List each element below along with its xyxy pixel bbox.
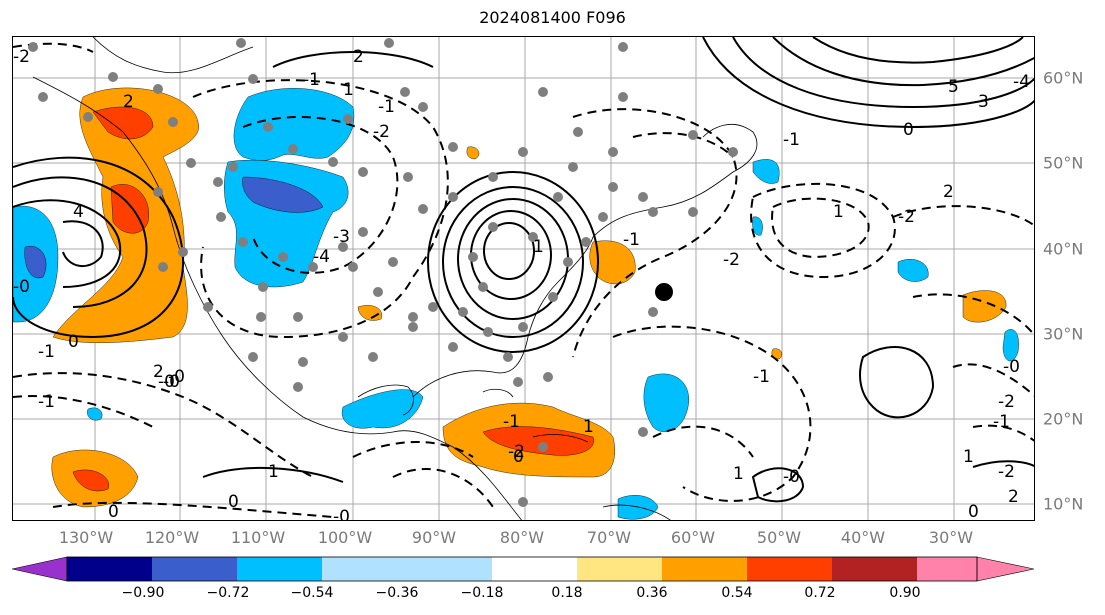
contour-label: 4 [73, 202, 84, 222]
lon-label: 30°W [928, 528, 974, 547]
contour-label: -2 [998, 392, 1015, 412]
contour-label: -1 [503, 412, 520, 432]
contour-label: -2 [13, 47, 30, 67]
contour-label: 0 [228, 492, 239, 512]
contour-label: -4 [313, 247, 330, 267]
colorbar-tick: −0.54 [290, 585, 334, 601]
lon-label: 70°W [586, 528, 632, 547]
lon-label: 40°W [840, 528, 886, 547]
contour-label: -1 [38, 342, 55, 362]
colorbar-segment [237, 557, 322, 581]
contour-label: -2 [373, 122, 390, 142]
lat-label: 20°N [1043, 409, 1084, 429]
map-panel: -2 2 -1 1 0 5 -4 3 -1 -2 2 -1 -4 -3 4 -2… [12, 36, 1035, 521]
contour-label: 1 [583, 417, 594, 437]
colorbar-segment [917, 557, 977, 581]
colorbar-segment [12, 556, 68, 582]
contour-label: -1 [623, 230, 640, 250]
colorbar-tick: 0.36 [636, 585, 668, 601]
contour-label: 1 [268, 462, 279, 482]
contour-label: 0 [68, 332, 79, 352]
contour-label: -1 [303, 70, 320, 90]
contour-label: 1 [533, 237, 544, 257]
negative-contours [13, 42, 1034, 518]
contour-label-group: -2 2 -1 1 0 5 -4 3 -1 -2 2 -1 -4 -3 4 -2… [13, 47, 1030, 521]
colorbar-tick: −0.36 [375, 585, 419, 601]
lat-label: 40°N [1043, 239, 1084, 259]
colorbar-segment [492, 557, 577, 581]
contour-label: 2 [123, 92, 134, 112]
contour-label: 1 [963, 447, 974, 467]
colorbar-tick: −0.72 [206, 585, 250, 601]
coastlines [32, 37, 758, 520]
map-title: 2024081400 F096 [479, 8, 626, 27]
lat-label: 30°N [1043, 324, 1084, 344]
contour-label: 2 [353, 47, 364, 67]
contour-label: -3 [333, 227, 350, 247]
colorbar-tick: 0.90 [889, 585, 921, 601]
colorbar [12, 556, 1035, 582]
lon-label: 100°W [317, 528, 373, 547]
colorbar-tick: 0.54 [721, 585, 753, 601]
contour-label: -0 [158, 372, 175, 392]
contour-label: 3 [978, 92, 989, 112]
contour-label: 1 [833, 202, 844, 222]
lon-label: 120°W [144, 528, 200, 547]
lat-label: 10°N [1043, 494, 1084, 514]
colorbar-tick: −0.90 [121, 585, 165, 601]
lon-label: 130°W [58, 528, 114, 547]
anomaly-shading [13, 87, 1019, 520]
contour-label: -0 [13, 277, 30, 297]
colorbar-segment [407, 557, 492, 581]
contour-label: 0 [968, 502, 979, 521]
contour-label: -2 [508, 442, 525, 462]
contour-label: -1 [753, 367, 770, 387]
lon-label: 90°W [411, 528, 457, 547]
contour-label: -0 [333, 507, 350, 521]
contour-label: -2 [898, 207, 915, 227]
contour-label: 1 [733, 464, 744, 484]
contour-label: 0 [513, 447, 524, 467]
colorbar-segment [747, 557, 832, 581]
contour-label: 2 [1008, 487, 1019, 507]
colorbar-segment [662, 557, 747, 581]
contour-label: -1 [783, 130, 800, 150]
colorbar-tick: 0.18 [551, 585, 583, 601]
colorbar-segment [152, 557, 237, 581]
contour-label: -0 [168, 367, 185, 387]
contour-label: -0 [783, 467, 800, 487]
colorbar-segment [322, 557, 407, 581]
colorbar-tick: −0.18 [460, 585, 504, 601]
contour-label: 2 [153, 362, 164, 382]
contour-label: 0 [108, 502, 119, 521]
colorbar-segment [67, 557, 152, 581]
lat-label: 50°N [1043, 153, 1084, 173]
contour-label: -0 [163, 372, 180, 392]
lon-label: 110°W [230, 528, 286, 547]
contour-label: 1 [343, 80, 354, 100]
contour-label: 2 [943, 182, 954, 202]
contour-label: -1 [378, 97, 395, 117]
contour-label: -0 [1003, 357, 1020, 377]
contour-label: -1 [38, 392, 55, 412]
lon-label: 80°W [499, 528, 545, 547]
lat-label: 60°N [1043, 68, 1084, 88]
weather-map: -2 2 -1 1 0 5 -4 3 -1 -2 2 -1 -4 -3 4 -2… [13, 37, 1034, 521]
contour-label: 5 [948, 77, 959, 97]
station-markers [28, 38, 738, 507]
colorbar-segment [577, 557, 662, 581]
lon-label: 60°W [670, 528, 716, 547]
colorbar-tick: 0.72 [804, 585, 836, 601]
colorbar-segment [976, 556, 1035, 582]
contour-label: -4 [1013, 72, 1030, 92]
lon-label: 50°W [756, 528, 802, 547]
contour-label: 0 [903, 120, 914, 140]
hurricane-marker [655, 283, 673, 301]
colorbar-segment [832, 557, 917, 581]
contour-label: -2 [998, 462, 1015, 482]
contour-label: -2 [723, 250, 740, 270]
contour-label: -1 [993, 412, 1010, 432]
